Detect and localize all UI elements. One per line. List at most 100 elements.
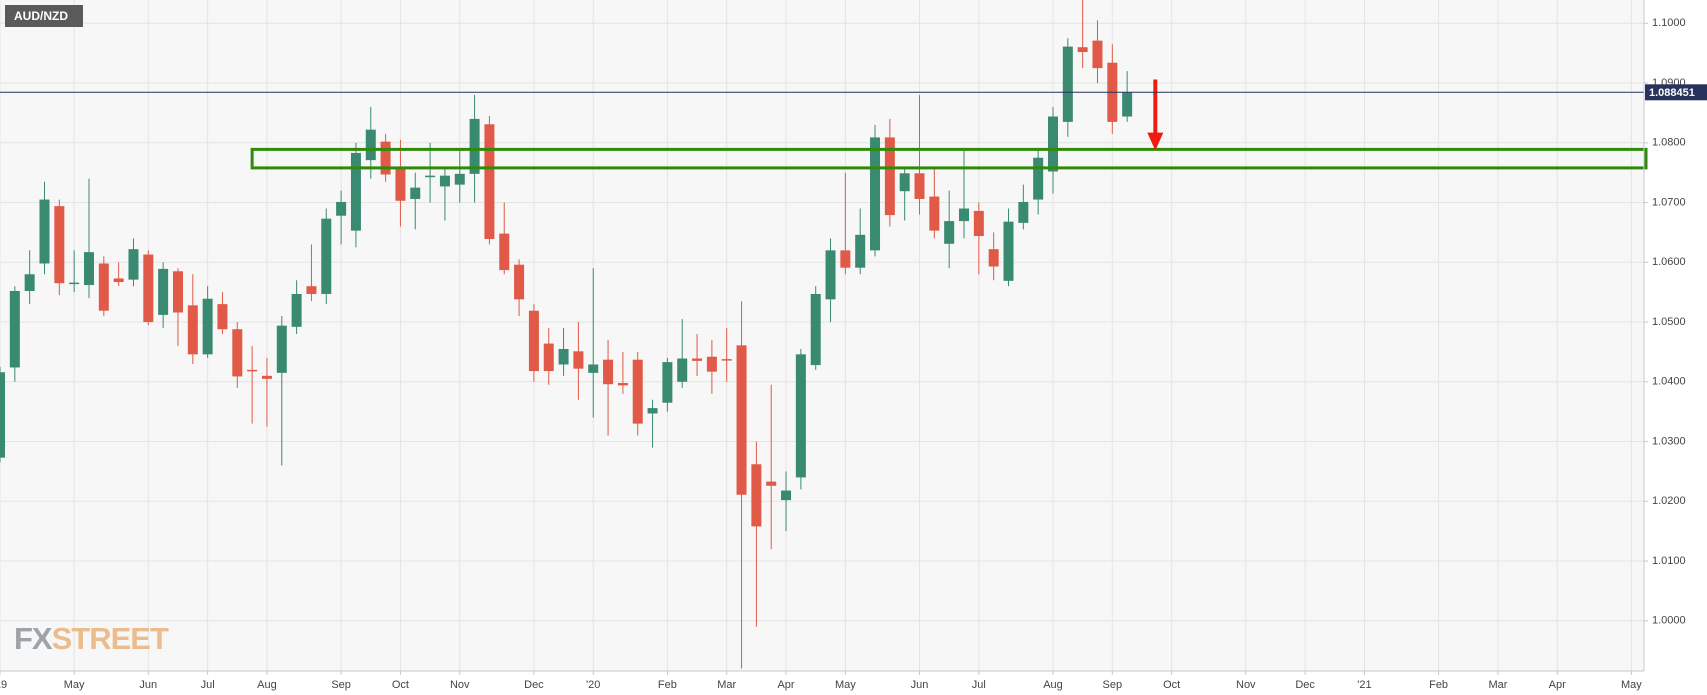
- candle-body: [83, 252, 94, 286]
- candle-body: [855, 234, 866, 268]
- y-tick-label: 1.0000: [1652, 615, 1686, 627]
- candle-body: [306, 286, 317, 294]
- candle-body: [1018, 201, 1029, 223]
- candle-body: [988, 249, 999, 267]
- x-tick-label: '20: [586, 679, 600, 691]
- x-tick-label: Mar: [1488, 679, 1507, 691]
- watermark-fx: FX: [14, 621, 53, 656]
- x-tick-label: May: [1621, 679, 1642, 691]
- candle-body: [54, 206, 65, 284]
- candle-body: [1047, 116, 1058, 172]
- x-tick-label: May: [835, 679, 856, 691]
- watermark: FXSTREET: [14, 621, 169, 656]
- x-tick-label: Oct: [392, 679, 409, 691]
- candle-body: [677, 358, 688, 382]
- candle-body: [350, 152, 361, 231]
- candle-body: [617, 383, 628, 386]
- candle-body: [840, 250, 851, 268]
- candle-body: [98, 263, 109, 311]
- y-tick-label: 1.1000: [1652, 17, 1686, 29]
- x-tick-label: Dec: [524, 679, 544, 691]
- candle-body: [454, 173, 465, 185]
- candle-body: [588, 364, 599, 373]
- candle-body: [929, 196, 940, 231]
- candle-body: [0, 372, 5, 458]
- candle-body: [514, 264, 525, 300]
- x-tick-label: Oct: [1163, 679, 1180, 691]
- x-tick-label: Aug: [1043, 679, 1063, 691]
- last-price-label: 1.088451: [1649, 87, 1695, 99]
- candle-body: [884, 137, 895, 216]
- candle-body: [706, 356, 717, 372]
- candle-body: [499, 233, 510, 271]
- x-tick-label: Nov: [450, 679, 470, 691]
- y-tick-label: 1.0400: [1652, 376, 1686, 388]
- symbol-title: AUD/NZD: [14, 9, 68, 23]
- candle-body: [1092, 40, 1103, 69]
- x-tick-label: Jun: [139, 679, 157, 691]
- candle-body: [24, 274, 35, 291]
- candle-body: [603, 359, 614, 385]
- candle-body: [543, 343, 554, 372]
- x-tick-label: Aug: [257, 679, 277, 691]
- x-tick-label: Feb: [1429, 679, 1448, 691]
- candle-body: [736, 345, 747, 495]
- x-tick-label: Dec: [1295, 679, 1315, 691]
- x-tick-label: Mar: [717, 679, 736, 691]
- x-tick-label: Sep: [331, 679, 351, 691]
- candle-body: [395, 166, 406, 201]
- candle-body: [172, 271, 183, 313]
- candle-body: [528, 310, 539, 372]
- y-tick-label: 1.0700: [1652, 196, 1686, 208]
- candle-body: [781, 490, 792, 501]
- candle-body: [187, 305, 198, 355]
- candle-body: [899, 173, 910, 192]
- watermark-street: STREET: [52, 621, 169, 656]
- candle-body: [336, 201, 347, 216]
- candle-body: [914, 173, 925, 199]
- candle-body: [69, 282, 80, 285]
- candle-body: [128, 249, 139, 280]
- x-tick-label: Feb: [658, 679, 677, 691]
- candle-body: [573, 351, 584, 369]
- overlays: [0, 79, 1648, 170]
- candle-body: [232, 329, 243, 377]
- candle-body: [870, 137, 881, 251]
- candle-body: [9, 290, 20, 368]
- candle-body: [261, 375, 272, 379]
- candle-body: [143, 254, 154, 323]
- candle-body: [1033, 157, 1044, 200]
- candle-body: [469, 118, 480, 174]
- candle-body: [825, 250, 836, 300]
- x-tick-label: Sep: [1103, 679, 1123, 691]
- candle-body: [202, 298, 213, 355]
- support-zone: [250, 147, 1648, 170]
- symbol-box: [5, 5, 83, 27]
- candle-body: [276, 325, 287, 373]
- candle-body: [39, 199, 50, 264]
- x-tick-label: '19: [0, 679, 7, 691]
- candle-body: [484, 124, 495, 240]
- candle-body: [766, 481, 777, 486]
- y-tick-label: 1.0500: [1652, 316, 1686, 328]
- plot-background: [0, 0, 1644, 671]
- candle-body: [795, 354, 806, 478]
- candle-body: [810, 293, 821, 366]
- candle-body: [365, 129, 376, 161]
- candle-body: [647, 408, 658, 414]
- candle-body: [380, 141, 391, 175]
- x-tick-label: Apr: [1549, 679, 1566, 691]
- candle-body: [959, 208, 970, 222]
- x-tick-label: Jun: [911, 679, 929, 691]
- x-tick-label: Jul: [201, 679, 215, 691]
- x-tick-label: '21: [1357, 679, 1371, 691]
- candle-body: [217, 304, 228, 330]
- last-price-box: [1645, 84, 1707, 101]
- candle-body: [632, 359, 643, 424]
- x-tick-label: Jul: [972, 679, 986, 691]
- candle-body: [751, 464, 762, 527]
- candle-body: [721, 359, 732, 361]
- candle-body: [662, 362, 673, 403]
- candle-body: [1122, 92, 1133, 117]
